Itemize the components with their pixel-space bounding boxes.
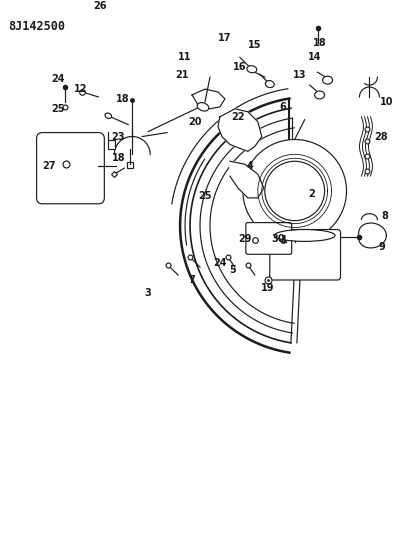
Bar bbox=[127, 162, 133, 168]
Text: 7: 7 bbox=[188, 275, 195, 285]
Ellipse shape bbox=[197, 102, 209, 111]
Text: 23: 23 bbox=[111, 132, 125, 142]
Polygon shape bbox=[359, 223, 386, 248]
Text: 5: 5 bbox=[230, 265, 236, 275]
Ellipse shape bbox=[265, 80, 274, 87]
Text: 16: 16 bbox=[233, 62, 246, 72]
Text: 8: 8 bbox=[381, 211, 388, 221]
Text: 25: 25 bbox=[52, 104, 65, 114]
Polygon shape bbox=[230, 161, 264, 198]
Text: 8J142500: 8J142500 bbox=[9, 20, 66, 33]
Ellipse shape bbox=[274, 230, 335, 241]
Text: 20: 20 bbox=[188, 117, 202, 127]
Text: 3: 3 bbox=[145, 288, 151, 298]
Text: 2: 2 bbox=[308, 189, 315, 199]
Text: 27: 27 bbox=[42, 161, 55, 171]
Text: 17: 17 bbox=[218, 33, 232, 43]
Text: 13: 13 bbox=[293, 70, 306, 80]
Text: 21: 21 bbox=[175, 70, 189, 80]
Text: 28: 28 bbox=[375, 132, 388, 142]
Text: 24: 24 bbox=[213, 258, 227, 268]
Ellipse shape bbox=[247, 66, 257, 73]
Text: 9: 9 bbox=[378, 243, 385, 252]
Ellipse shape bbox=[323, 76, 333, 84]
Text: 14: 14 bbox=[308, 52, 322, 62]
Circle shape bbox=[265, 161, 325, 221]
Text: 18: 18 bbox=[115, 94, 129, 104]
Text: 18: 18 bbox=[313, 37, 326, 47]
Circle shape bbox=[243, 140, 346, 243]
Text: 22: 22 bbox=[231, 112, 245, 122]
Bar bbox=[109, 141, 115, 149]
Text: 26: 26 bbox=[93, 1, 107, 11]
Text: 24: 24 bbox=[52, 74, 65, 84]
Text: 19: 19 bbox=[261, 283, 275, 293]
Polygon shape bbox=[192, 89, 225, 109]
Text: 1: 1 bbox=[282, 236, 288, 245]
Text: 12: 12 bbox=[74, 84, 87, 94]
Text: 6: 6 bbox=[279, 102, 286, 112]
Text: 4: 4 bbox=[246, 161, 253, 171]
Text: 10: 10 bbox=[379, 97, 393, 107]
Text: 11: 11 bbox=[178, 52, 192, 62]
Ellipse shape bbox=[315, 91, 325, 99]
Text: 30: 30 bbox=[271, 235, 284, 245]
Ellipse shape bbox=[105, 113, 112, 118]
Text: 15: 15 bbox=[248, 41, 262, 51]
Text: 18: 18 bbox=[111, 154, 125, 163]
FancyBboxPatch shape bbox=[270, 230, 341, 280]
Text: 29: 29 bbox=[238, 235, 252, 245]
Polygon shape bbox=[218, 109, 262, 151]
FancyBboxPatch shape bbox=[246, 223, 292, 254]
Text: 25: 25 bbox=[198, 191, 212, 201]
FancyBboxPatch shape bbox=[37, 133, 104, 204]
